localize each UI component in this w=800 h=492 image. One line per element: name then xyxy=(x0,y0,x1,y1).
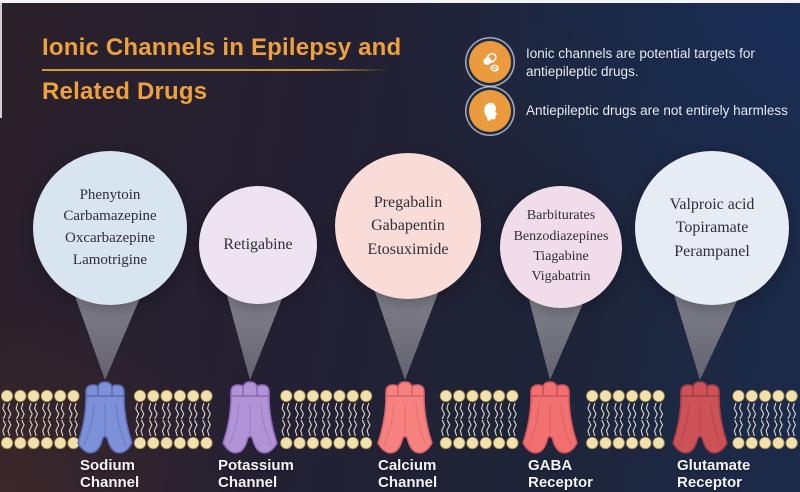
page-title-line-2: Related Drugs xyxy=(42,77,208,105)
cell-membrane xyxy=(0,381,798,454)
potassium-channel-graphic xyxy=(222,381,278,454)
channel-label-potassium: Potassium Channel xyxy=(218,457,294,491)
drug-name: Perampanel xyxy=(674,242,750,260)
channel-label-glutamate: Glutamate Receptor xyxy=(677,457,751,491)
drug-bubble-potassium: Retigabine xyxy=(199,186,317,304)
channel-label-sodium: Sodium Channel xyxy=(80,457,140,491)
drug-name: Valproic acid xyxy=(669,196,755,214)
drug-bubble-gaba: Barbiturates Benzodiazepines Tiagabine V… xyxy=(500,186,622,308)
lipid-bilayer xyxy=(0,389,798,450)
title-underline xyxy=(42,68,388,71)
top-border xyxy=(0,0,800,3)
pills-icon xyxy=(469,41,511,83)
drug-bubble-sodium: Phenytoin Carbamazepine Oxcarbazepine La… xyxy=(33,151,187,305)
person-icon xyxy=(469,90,511,132)
note-text: Antiepileptic drugs are not entirely har… xyxy=(526,102,788,118)
drug-name: Phenytoin xyxy=(79,186,141,203)
drug-name: Lamotrigine xyxy=(72,251,148,268)
gaba-receptor-graphic xyxy=(522,381,578,454)
drug-name: Gabapentin xyxy=(371,217,445,235)
sodium-channel-graphic xyxy=(77,381,133,454)
drug-bubble-calcium: Pregabalin Gabapentin Etosuximide xyxy=(335,153,481,299)
glutamate-receptor-graphic xyxy=(672,381,728,454)
left-border xyxy=(0,0,2,118)
drug-name: Barbiturates xyxy=(526,208,596,224)
note-text: Ionic channels are potential targets for… xyxy=(526,46,755,80)
channel-label-calcium: Calcium Channel xyxy=(378,457,438,491)
drug-name: Benzodiazepines xyxy=(513,228,609,244)
drug-bubble-glutamate: Valproic acid Topiramate Perampanel xyxy=(635,151,789,305)
drug-name: Carbamazepine xyxy=(63,208,157,225)
title-block: Ionic Channels in Epilepsy and Related D… xyxy=(42,34,401,107)
drug-name: Topiramate xyxy=(675,219,749,237)
drug-name: Tiagabine xyxy=(533,249,589,264)
key-notes: Ionic channels are potential targets for… xyxy=(469,41,788,132)
drug-name: Vigabatrin xyxy=(531,269,591,285)
drug-name: Etosuximide xyxy=(367,240,449,258)
note-item-targets: Ionic channels are potential targets for… xyxy=(469,41,788,83)
drug-name: Retigabine xyxy=(223,236,293,254)
calcium-channel-graphic xyxy=(377,381,433,454)
note-item-harmless: Antiepileptic drugs are not entirely har… xyxy=(469,90,788,132)
page-title-line-1: Ionic Channels in Epilepsy and xyxy=(42,34,402,61)
drug-name: Pregabalin xyxy=(373,194,443,212)
drug-name: Oxcarbazepine xyxy=(65,230,155,246)
channel-label-gaba: GABA Receptor xyxy=(528,457,594,491)
